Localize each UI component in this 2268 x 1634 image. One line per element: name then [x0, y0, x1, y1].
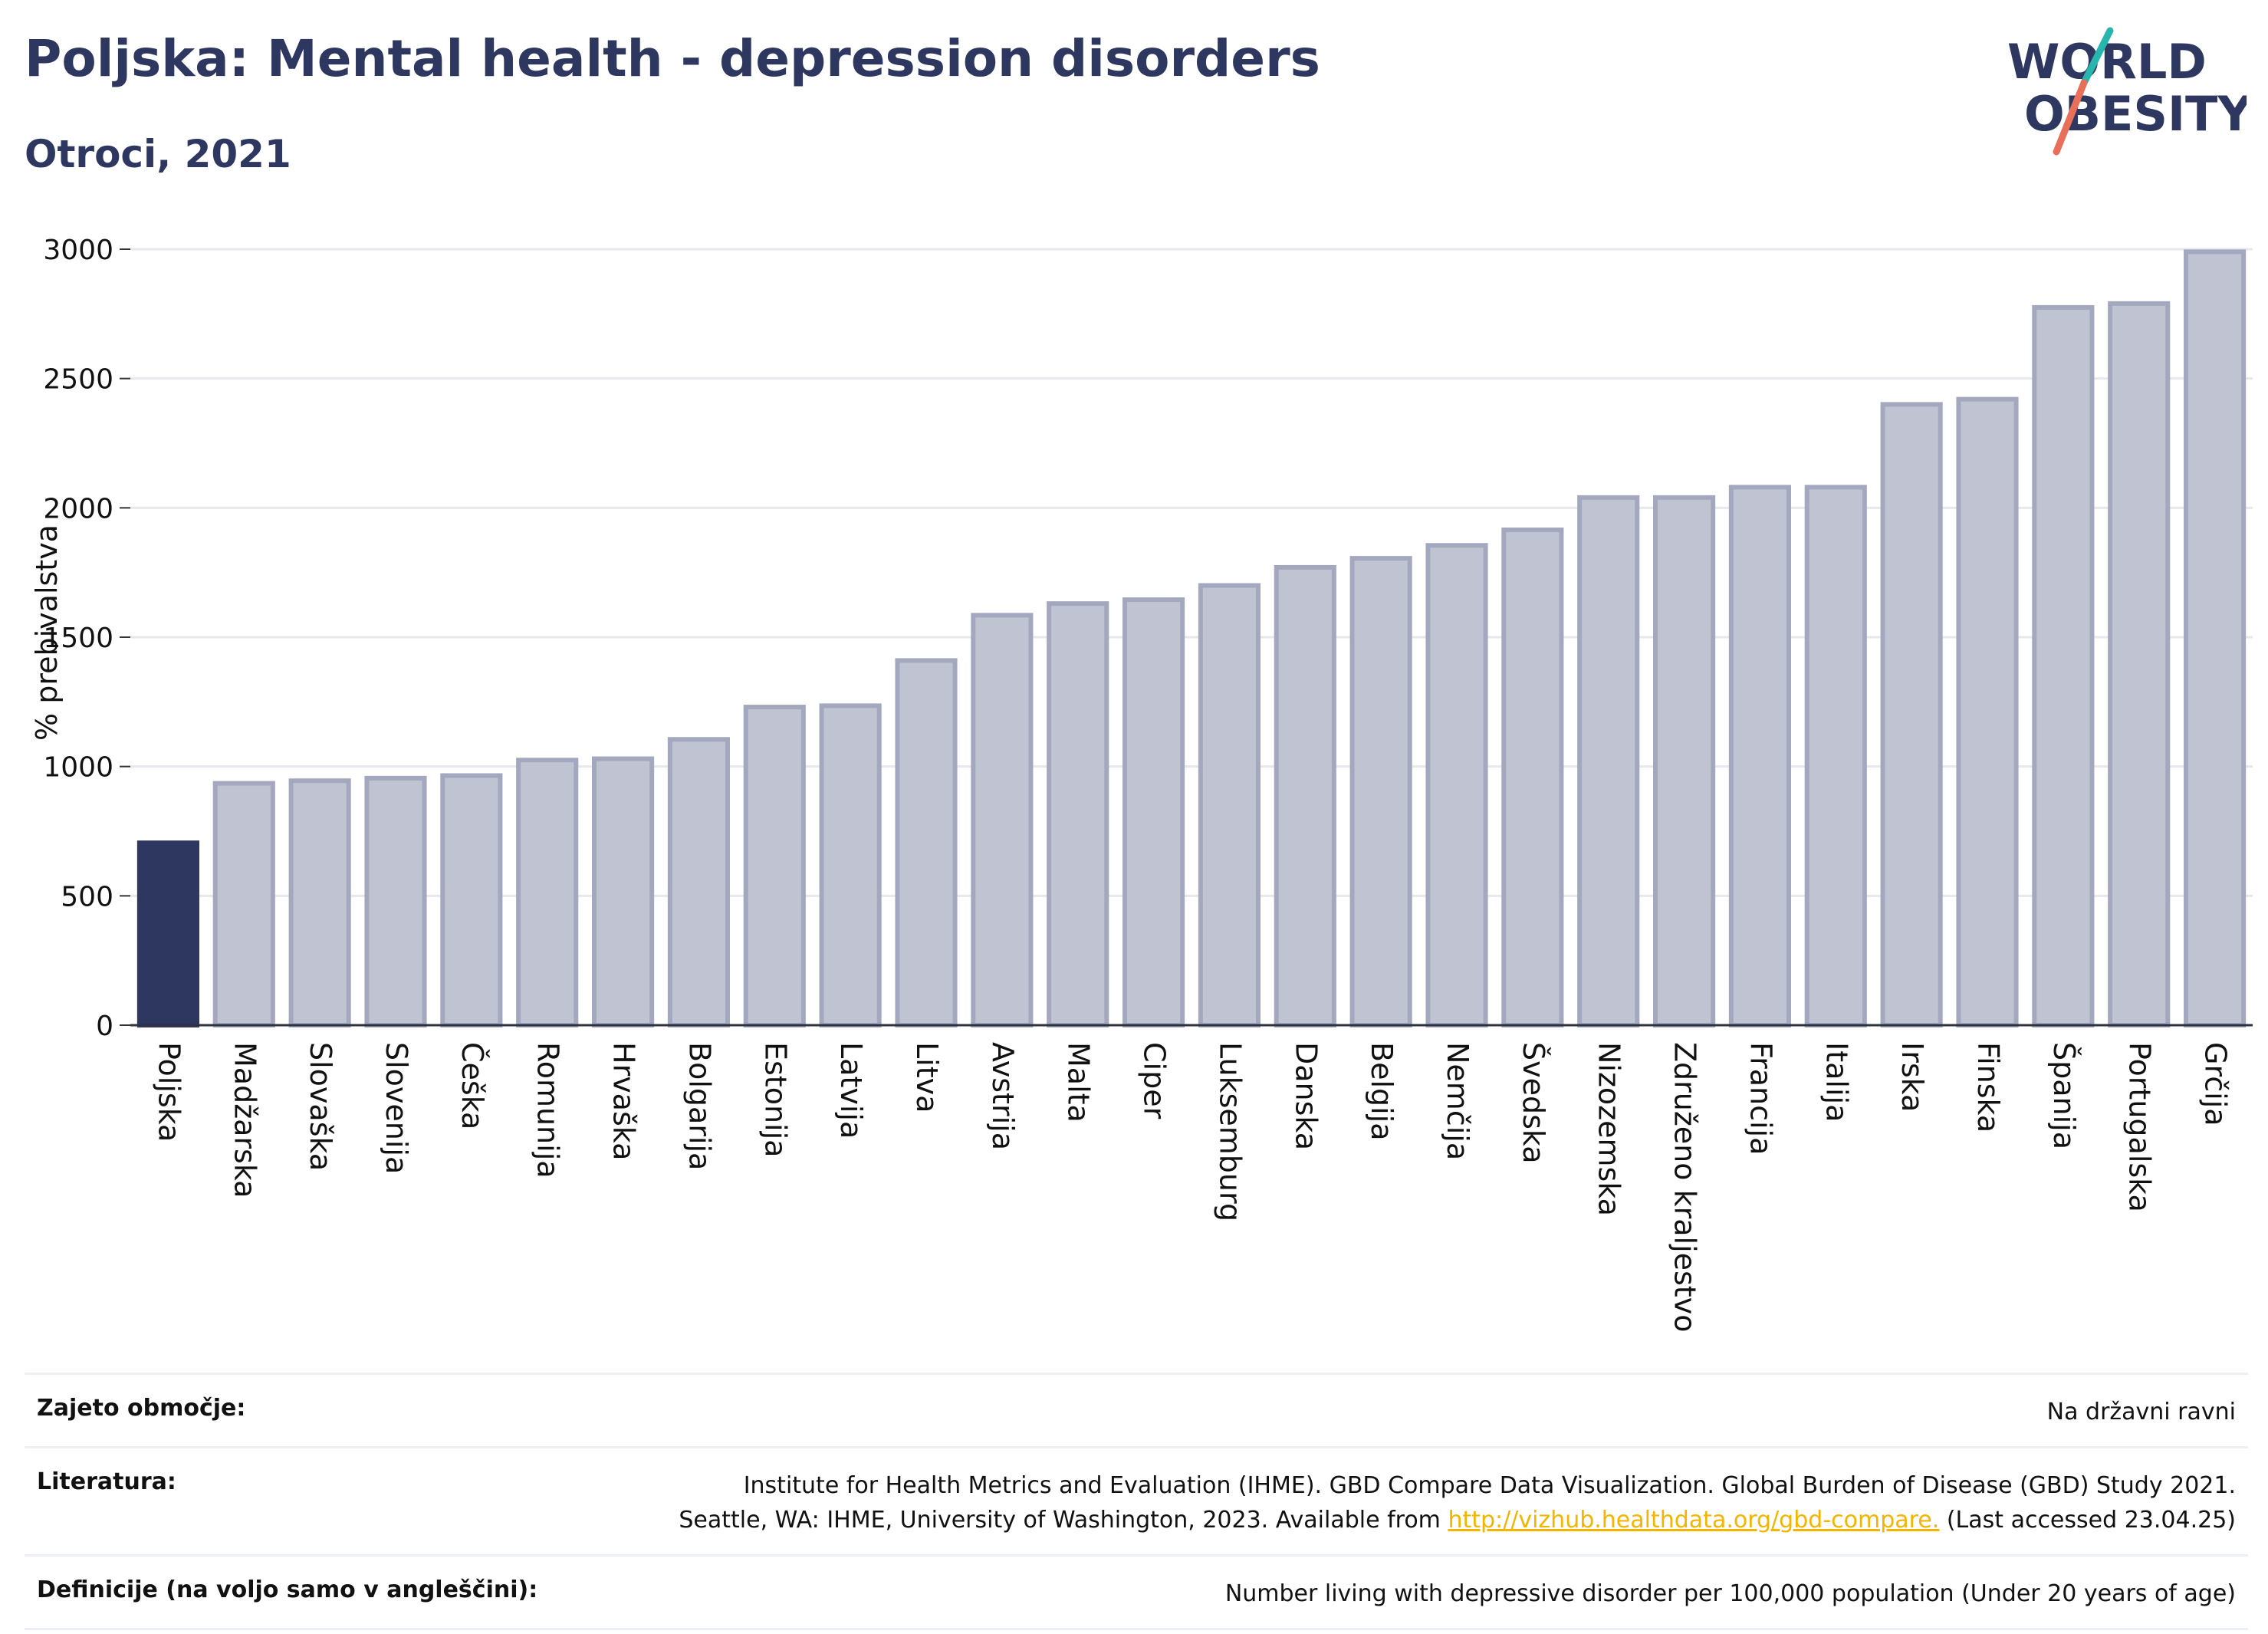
- x-tick-label: Bolgarija: [682, 1042, 716, 1170]
- bar-Hrvaška[interactable]: [592, 756, 655, 1028]
- x-tick-label: Španija: [2047, 1042, 2081, 1149]
- x-tick-label: Romunija: [531, 1042, 565, 1179]
- bar-Madžarska[interactable]: [212, 781, 275, 1027]
- bar-Grčija[interactable]: [2184, 249, 2247, 1027]
- source-value: Institute for Health Metrics and Evaluat…: [679, 1468, 2236, 1537]
- x-tick-label: Združeno kraljestvo: [1668, 1042, 1702, 1332]
- x-tick-label: Irska: [1895, 1042, 1929, 1112]
- axes: 0 500 1000 1500 2000 2500 3000 Poljska Madžarska…: [43, 235, 2253, 1332]
- bar-Latvija[interactable]: [819, 703, 882, 1027]
- x-tick-label: Danska: [1289, 1042, 1323, 1150]
- bar-Finska[interactable]: [1956, 396, 2019, 1027]
- x-tick-label: Madžarska: [228, 1042, 261, 1198]
- info-table: Zajeto območje: Na državni ravni Literat…: [25, 1373, 2248, 1630]
- bar-Bolgarija[interactable]: [667, 737, 730, 1027]
- logo-accent-coral: [2053, 79, 2088, 156]
- bar-Litva[interactable]: [895, 658, 958, 1027]
- bars: [136, 249, 2247, 1028]
- x-tick-label: Malta: [1062, 1042, 1096, 1123]
- bar-Francija[interactable]: [1728, 485, 1791, 1027]
- logo-accent-teal: [2080, 27, 2114, 87]
- chart-title: Poljska: Mental health - depression diso…: [25, 29, 1320, 88]
- x-tick-label: Avstrija: [986, 1042, 1020, 1150]
- y-tick-label: 2500: [43, 364, 113, 396]
- chart-subtitle: Otroci, 2021: [25, 132, 291, 176]
- x-tick-label: Francija: [1744, 1042, 1777, 1155]
- y-tick-label: 3000: [43, 235, 113, 266]
- bar-Luksemburg[interactable]: [1198, 583, 1261, 1027]
- bar-Romunija[interactable]: [516, 758, 579, 1027]
- y-tick-label: 0: [96, 1011, 113, 1042]
- bar-Belgija[interactable]: [1349, 556, 1412, 1027]
- y-axis-label: % prebivalstva: [30, 524, 64, 741]
- bar-Španija[interactable]: [2032, 304, 2095, 1027]
- x-tick-label: Portugalska: [2123, 1042, 2157, 1212]
- bar-Irska[interactable]: [1880, 402, 1943, 1027]
- source-line2-pre: Seattle, WA: IHME, University of Washing…: [679, 1507, 1448, 1534]
- x-tick-label: Slovaška: [304, 1042, 337, 1171]
- region-value: Na državni ravni: [2046, 1399, 2236, 1425]
- source-label: Literatura:: [37, 1468, 176, 1495]
- info-row-source: Literatura: Institute for Health Metrics…: [25, 1446, 2248, 1554]
- logo-line2: OBESITY: [2024, 86, 2247, 142]
- bar-Slovenija[interactable]: [364, 775, 427, 1027]
- bar-Malta[interactable]: [1047, 601, 1109, 1027]
- x-tick-label: Litva: [910, 1042, 944, 1113]
- definition-value: Number living with depressive disorder p…: [1224, 1580, 2236, 1607]
- info-row-region: Zajeto območje: Na državni ravni: [25, 1373, 2248, 1446]
- bar-Združeno kraljestvo[interactable]: [1653, 495, 1716, 1027]
- bar-Avstrija[interactable]: [971, 613, 1034, 1027]
- definition-label: Definicije (na voljo samo v angleščini):: [37, 1576, 538, 1603]
- bar-Poljska[interactable]: [136, 840, 199, 1027]
- y-tick-label: 2000: [43, 493, 113, 524]
- region-label: Zajeto območje:: [37, 1395, 246, 1422]
- bar-Slovaška[interactable]: [288, 778, 351, 1027]
- bar-chart: 0 500 1000 1500 2000 2500 3000 Poljska Madžarska…: [30, 235, 2253, 1332]
- bar-Ciper[interactable]: [1122, 597, 1185, 1027]
- x-tick-label: Nizozemska: [1593, 1042, 1626, 1216]
- x-tick-label: Hrvaška: [607, 1042, 641, 1160]
- source-line1: Institute for Health Metrics and Evaluat…: [743, 1472, 2236, 1499]
- x-tick-label: Švedska: [1517, 1042, 1550, 1164]
- x-tick-label: Estonija: [758, 1042, 792, 1157]
- x-tick-label: Italija: [1819, 1042, 1853, 1122]
- x-tick-label: Latvija: [834, 1042, 868, 1139]
- x-tick-label: Nemčija: [1441, 1042, 1474, 1160]
- x-tick-label: Grčija: [2199, 1042, 2233, 1126]
- bar-Danska[interactable]: [1274, 564, 1336, 1028]
- bar-Estonija[interactable]: [743, 705, 806, 1028]
- x-tick-label: Ciper: [1138, 1042, 1172, 1119]
- y-tick-label: 1500: [43, 623, 113, 654]
- x-tick-label: Poljska: [152, 1042, 186, 1142]
- bar-Češka[interactable]: [440, 773, 503, 1027]
- x-tick-label: Luksemburg: [1213, 1042, 1247, 1221]
- x-tick-label: Češka: [455, 1042, 489, 1129]
- bar-Italija[interactable]: [1804, 485, 1867, 1027]
- bar-Nemčija[interactable]: [1425, 543, 1488, 1028]
- x-tick-label: Belgija: [1365, 1042, 1399, 1141]
- x-tick-label: Slovenija: [380, 1042, 413, 1174]
- source-line2-post: (Last accessed 23.04.25): [1939, 1507, 2236, 1534]
- x-tick-label: Finska: [1971, 1042, 2005, 1133]
- y-tick-label: 500: [61, 881, 113, 912]
- bar-Nizozemska[interactable]: [1577, 495, 1640, 1027]
- bar-Švedska[interactable]: [1501, 528, 1564, 1027]
- bar-Portugalska[interactable]: [2108, 301, 2171, 1027]
- source-link[interactable]: http://vizhub.healthdata.org/gbd-compare…: [1448, 1507, 1940, 1534]
- world-obesity-logo: WORLD OBESITY: [2007, 27, 2247, 156]
- y-tick-label: 1000: [43, 752, 113, 784]
- info-row-definition: Definicije (na voljo samo v angleščini):…: [25, 1554, 2248, 1630]
